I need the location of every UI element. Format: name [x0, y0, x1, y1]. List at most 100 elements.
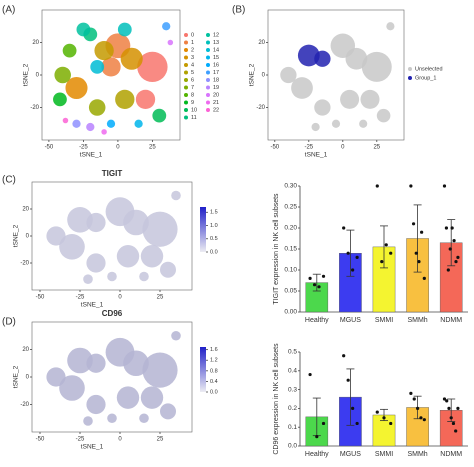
legend-label: 13: [213, 40, 219, 46]
cluster-blob: [171, 330, 181, 341]
y-tick-label: 0.5: [288, 349, 297, 356]
data-point: [451, 421, 456, 426]
x-tick-label: SMMI: [375, 451, 393, 458]
cluster-blob: [65, 76, 88, 100]
data-point: [315, 435, 319, 439]
y-tick-label: 0: [26, 234, 30, 240]
cluster-blob: [331, 119, 341, 128]
data-point: [412, 397, 416, 401]
cluster-blob: [160, 403, 176, 420]
legend-label: 20: [213, 92, 219, 98]
cluster-blob: [142, 352, 178, 388]
legend-label: Unselected: [415, 66, 443, 72]
cluster-blob: [54, 66, 71, 84]
data-point: [384, 243, 388, 247]
x-tick-label: NDMM: [440, 317, 462, 324]
y-tick-label: 20: [258, 40, 265, 46]
data-point: [342, 226, 346, 230]
cluster-blob: [359, 119, 368, 128]
legend-label: 0: [191, 32, 194, 38]
data-point: [346, 251, 350, 255]
legend-swatch: [206, 93, 210, 97]
legend-swatch: [184, 55, 188, 60]
y-tick-label: 0.2: [288, 405, 297, 412]
colorbar-tick-label: 1.5: [210, 210, 218, 216]
data-point: [456, 255, 460, 259]
data-point: [420, 230, 424, 234]
x-axis-label: tSNE_1: [81, 444, 104, 451]
cluster-blob: [83, 416, 93, 426]
panel-label: (B): [232, 5, 245, 16]
y-axis-label: tSNE_2: [13, 224, 20, 247]
legend-label: 18: [213, 77, 219, 83]
legend-swatch: [206, 100, 210, 105]
cluster-blob: [67, 347, 93, 374]
y-tick-label: 20: [22, 347, 29, 353]
legend-swatch: [184, 40, 188, 45]
colorbar-tick-label: 0.4: [210, 379, 218, 385]
legend-label: 7: [191, 85, 194, 91]
data-point: [346, 378, 350, 382]
cluster-blob: [311, 122, 320, 132]
data-point: [442, 397, 447, 401]
data-point: [308, 372, 312, 377]
colorbar-tick-label: 0.0: [210, 389, 218, 395]
legend-swatch: [206, 70, 210, 75]
legend-swatch: [184, 48, 188, 52]
cluster-blob: [53, 92, 67, 107]
panel-label: (D): [2, 317, 16, 328]
x-tick-label: 25: [373, 145, 380, 151]
cluster-blob: [376, 108, 391, 123]
y-tick-label: 0.15: [284, 246, 297, 253]
cluster-blob: [345, 47, 368, 70]
data-point: [450, 226, 454, 230]
y-axis-label: tSNE_2: [13, 365, 20, 388]
cluster-blob: [86, 353, 106, 373]
legend-swatch: [206, 63, 210, 67]
cluster-blob: [140, 245, 164, 268]
data-point: [452, 239, 456, 243]
legend-swatch: [206, 78, 210, 82]
y-tick-label: 0.00: [284, 309, 297, 316]
cluster-blob: [142, 211, 178, 247]
cluster-blob: [120, 47, 143, 70]
colorbar-tick-label: 1.6: [210, 347, 218, 353]
colorbar-tick-label: 0.8: [210, 368, 218, 374]
cluster-blob: [115, 89, 135, 110]
y-axis-label: TIGIT expression in NK cell subsets: [273, 193, 280, 305]
legend-swatch: [206, 108, 210, 112]
data-point: [375, 184, 379, 188]
cluster-blob: [171, 190, 181, 201]
legend-swatch: [184, 108, 188, 112]
x-tick-label: 25: [149, 145, 156, 151]
legend-label: 5: [191, 70, 194, 76]
data-point: [409, 184, 413, 188]
cluster-blob: [123, 350, 149, 377]
data-point: [449, 416, 453, 420]
cluster-blob: [386, 22, 395, 31]
y-tick-label: 0.25: [284, 204, 297, 211]
cluster-blob: [94, 40, 114, 61]
cluster-blob: [135, 89, 156, 110]
x-tick-label: -25: [304, 145, 313, 151]
cluster-blob: [140, 386, 164, 409]
y-axis-label: tSNE_2: [23, 63, 30, 86]
cluster-blob: [361, 51, 392, 82]
cluster-blob: [86, 212, 106, 233]
legend-label: 1: [191, 40, 194, 46]
cluster-blob: [72, 119, 81, 128]
data-point: [456, 406, 460, 410]
data-point: [308, 276, 312, 280]
legend-swatch: [184, 33, 188, 37]
data-point: [414, 251, 418, 255]
legend-label: 22: [213, 107, 219, 113]
legend-label: 8: [191, 92, 194, 98]
x-tick-label: 0: [116, 145, 120, 151]
data-point: [422, 418, 426, 422]
cluster-blob: [137, 51, 168, 83]
legend-label: 9: [191, 100, 194, 106]
data-point: [389, 251, 393, 255]
legend-label: 16: [213, 62, 219, 68]
legend-swatch: [206, 48, 210, 52]
